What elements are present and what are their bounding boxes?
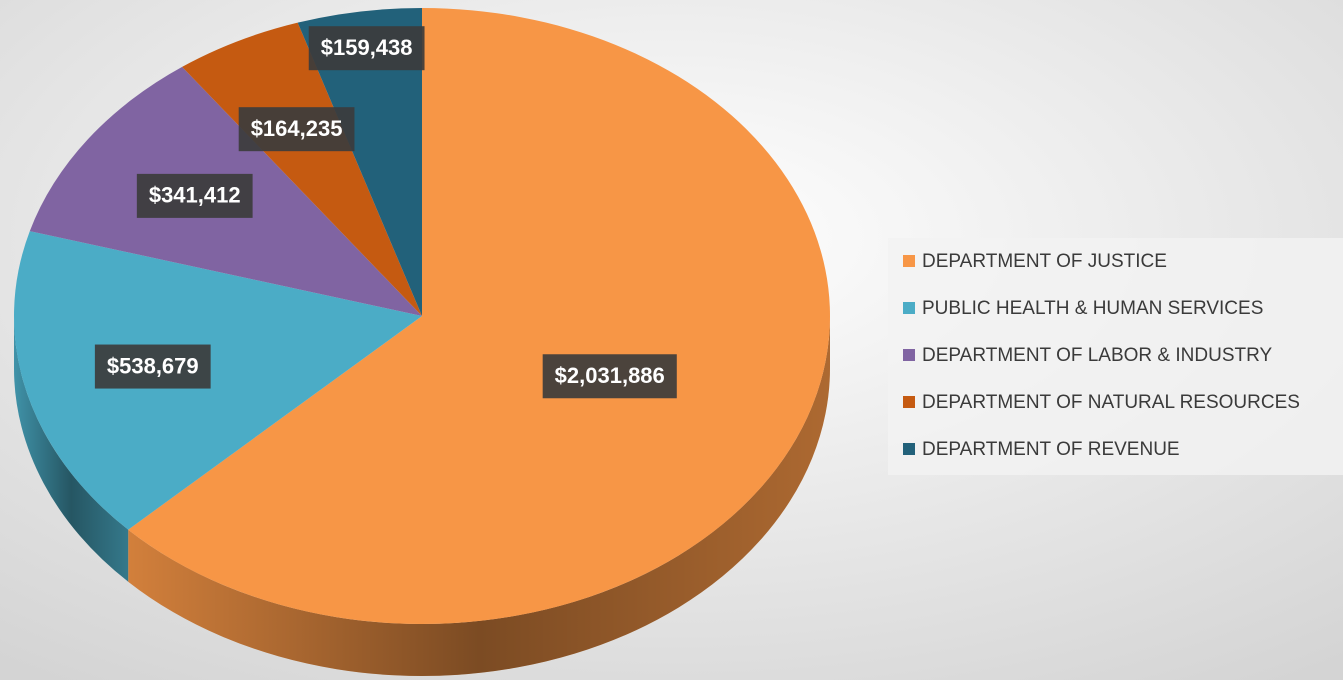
legend-swatch (903, 255, 915, 267)
legend-box (888, 238, 1343, 475)
data-label: $341,412 (136, 173, 253, 218)
legend-swatch (903, 443, 915, 455)
slice (128, 8, 830, 624)
slice-side-shade (128, 316, 830, 677)
data-label-box (136, 173, 253, 218)
slice (297, 8, 422, 316)
legend-label: DEPARTMENT OF JUSTICE (922, 251, 1167, 272)
slice (13, 231, 422, 530)
data-label-text: $341,412 (149, 183, 241, 208)
legend-label: DEPARTMENT OF REVENUE (922, 439, 1180, 460)
data-label-text: $538,679 (107, 353, 199, 378)
legend-label: DEPARTMENT OF NATURAL RESOURCES (922, 392, 1300, 413)
legend-swatch (903, 302, 915, 314)
slice (182, 22, 422, 316)
data-label-text: $2,031,886 (555, 363, 665, 388)
data-label: $2,031,886 (542, 354, 677, 399)
legend-swatch (903, 349, 915, 361)
legend-label: DEPARTMENT OF LABOR & INDUSTRY (922, 345, 1272, 366)
slice-side-shade (14, 316, 129, 582)
data-label-box (238, 107, 355, 152)
data-label-box (542, 354, 677, 399)
data-label: $164,235 (238, 107, 355, 152)
data-label: $538,679 (94, 344, 211, 389)
legend-label: PUBLIC HEALTH & HUMAN SERVICES (922, 298, 1263, 319)
data-label-box (94, 344, 211, 389)
legend-swatch (903, 396, 915, 408)
data-label-box (308, 26, 425, 71)
data-label-text: $164,235 (251, 116, 343, 141)
data-label-text: $159,438 (321, 35, 413, 60)
data-label: $159,438 (308, 26, 425, 71)
